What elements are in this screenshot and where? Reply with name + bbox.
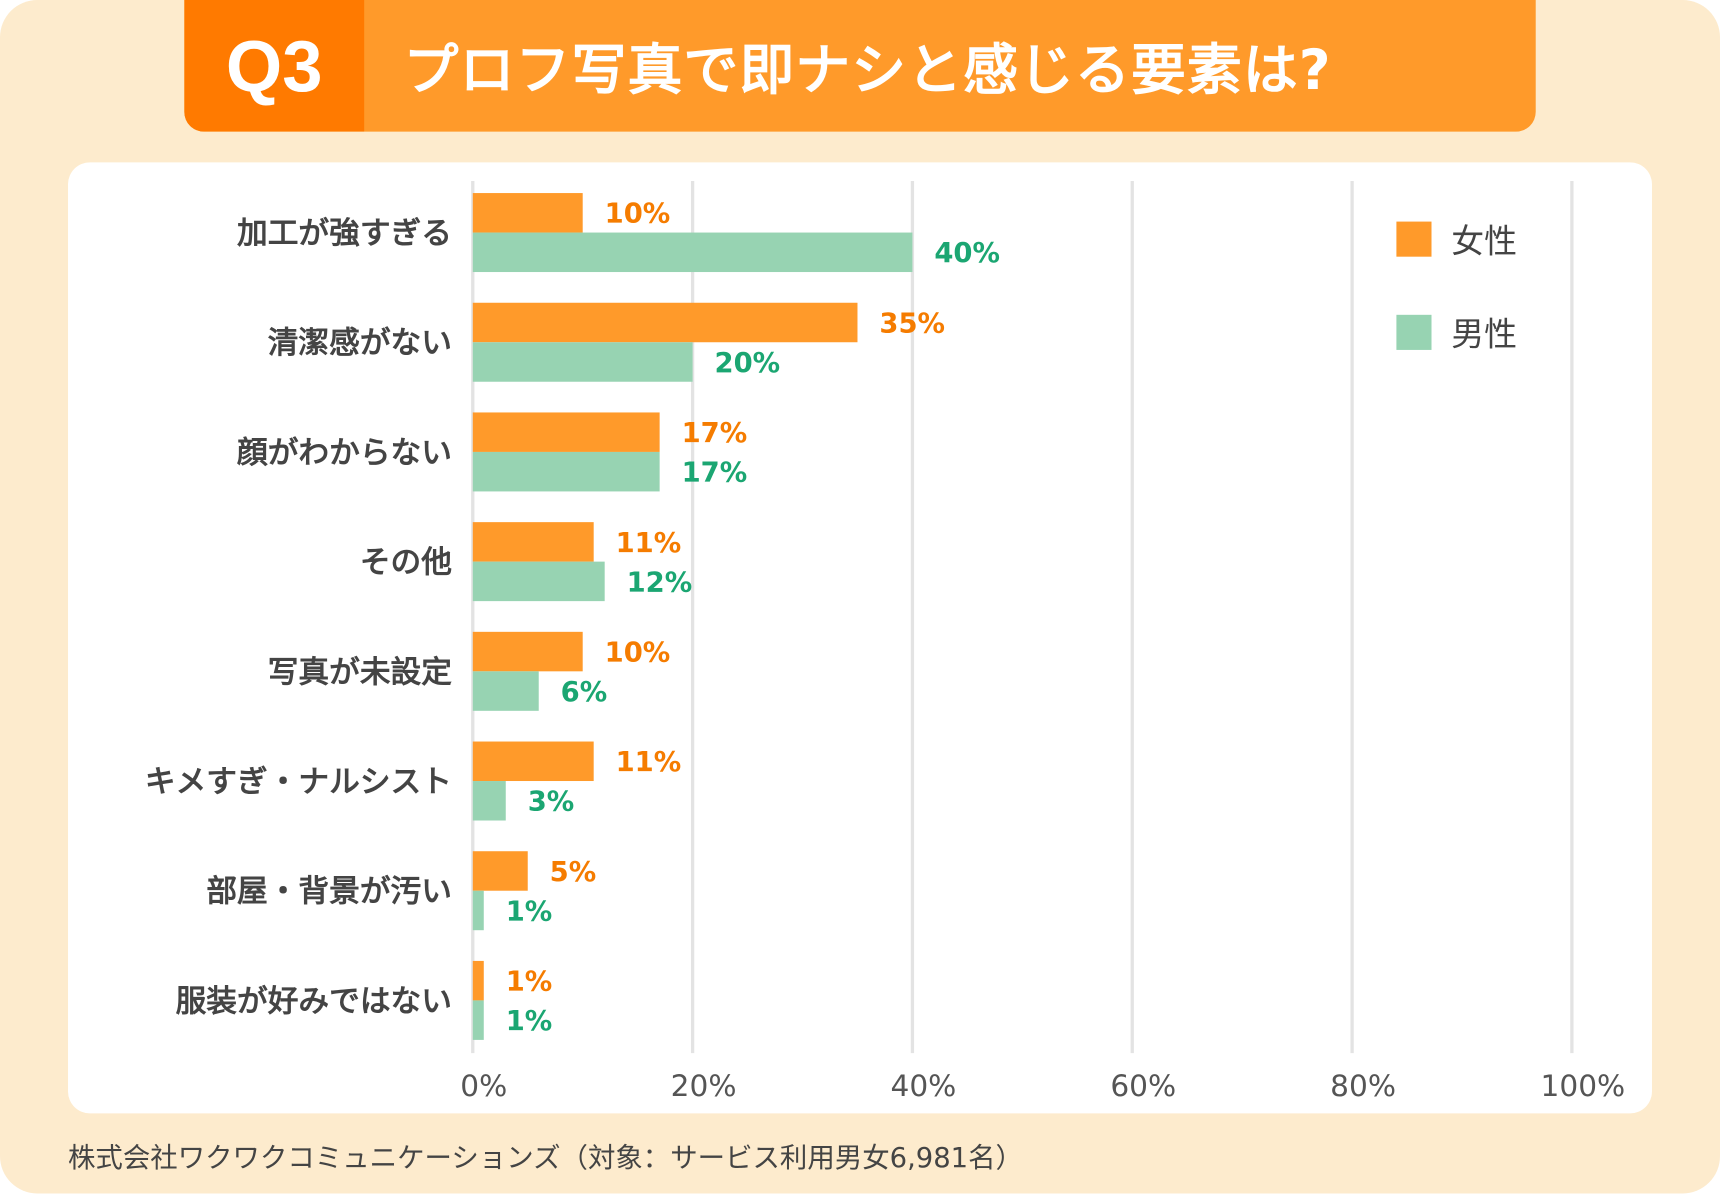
category-label: 清潔感がない xyxy=(268,325,452,361)
legend-swatch xyxy=(1396,221,1432,257)
category-label: 写真が未設定 xyxy=(268,654,453,690)
data-label: 6% xyxy=(561,677,608,708)
legend-swatch xyxy=(1396,314,1432,350)
chart-panel xyxy=(68,162,1652,1114)
x-tick-label: 20% xyxy=(671,1069,737,1103)
category-label: その他 xyxy=(360,545,452,581)
category-label: 加工が強すぎる xyxy=(237,216,452,252)
bar-female xyxy=(472,631,583,672)
x-tick-label: 60% xyxy=(1110,1069,1176,1103)
data-label: 20% xyxy=(715,348,781,379)
x-tick-label: 40% xyxy=(890,1069,956,1103)
data-label: 5% xyxy=(550,857,597,888)
category-label: 顔がわからない xyxy=(237,435,452,471)
data-label: 1% xyxy=(506,967,553,998)
bar-male xyxy=(472,671,539,711)
data-label: 40% xyxy=(934,238,1000,269)
data-label: 10% xyxy=(605,199,671,230)
bar-male xyxy=(472,890,484,931)
x-tick-label: 100% xyxy=(1541,1069,1626,1103)
bar-female xyxy=(472,522,594,562)
bar-male xyxy=(472,232,913,273)
category-label: 部屋・背景が汚い xyxy=(206,874,452,910)
data-label: 12% xyxy=(627,567,693,598)
data-label: 10% xyxy=(605,637,671,668)
bar-female xyxy=(472,741,594,782)
data-label: 11% xyxy=(616,747,682,778)
bar-male xyxy=(472,1000,484,1040)
bar-female xyxy=(472,302,858,343)
title-bar: Q3 プロフ写真で即ナシと感じる要素は? xyxy=(184,0,1536,132)
data-label: 1% xyxy=(506,896,553,927)
legend-label: 男性 xyxy=(1451,315,1517,354)
category-label: 服装が好みではない xyxy=(176,983,452,1019)
data-label: 1% xyxy=(506,1006,553,1037)
x-tick-label: 80% xyxy=(1330,1069,1396,1103)
source-note: 株式会社ワクワクコミュニケーションズ（対象：サービス利用男女6,981名） xyxy=(68,1141,1023,1174)
data-label: 17% xyxy=(682,418,748,449)
bar-female xyxy=(472,412,660,452)
bar-male xyxy=(472,451,660,492)
bar-female xyxy=(472,193,583,233)
bar-male xyxy=(472,781,506,821)
bar-male xyxy=(472,342,693,382)
legend-label: 女性 xyxy=(1451,221,1517,260)
bar-female xyxy=(472,960,484,1001)
data-label: 35% xyxy=(879,308,945,339)
bar-female xyxy=(472,851,528,891)
data-label: 11% xyxy=(616,528,682,559)
category-label: キメすぎ・ナルシスト xyxy=(145,764,452,800)
question-badge: Q3 xyxy=(184,0,365,132)
chart-title: プロフ写真で即ナシと感じる要素は? xyxy=(403,38,1332,103)
data-label: 3% xyxy=(528,787,575,818)
bar-male xyxy=(472,561,605,602)
data-label: 17% xyxy=(682,458,748,489)
x-tick-label: 0% xyxy=(460,1069,507,1103)
